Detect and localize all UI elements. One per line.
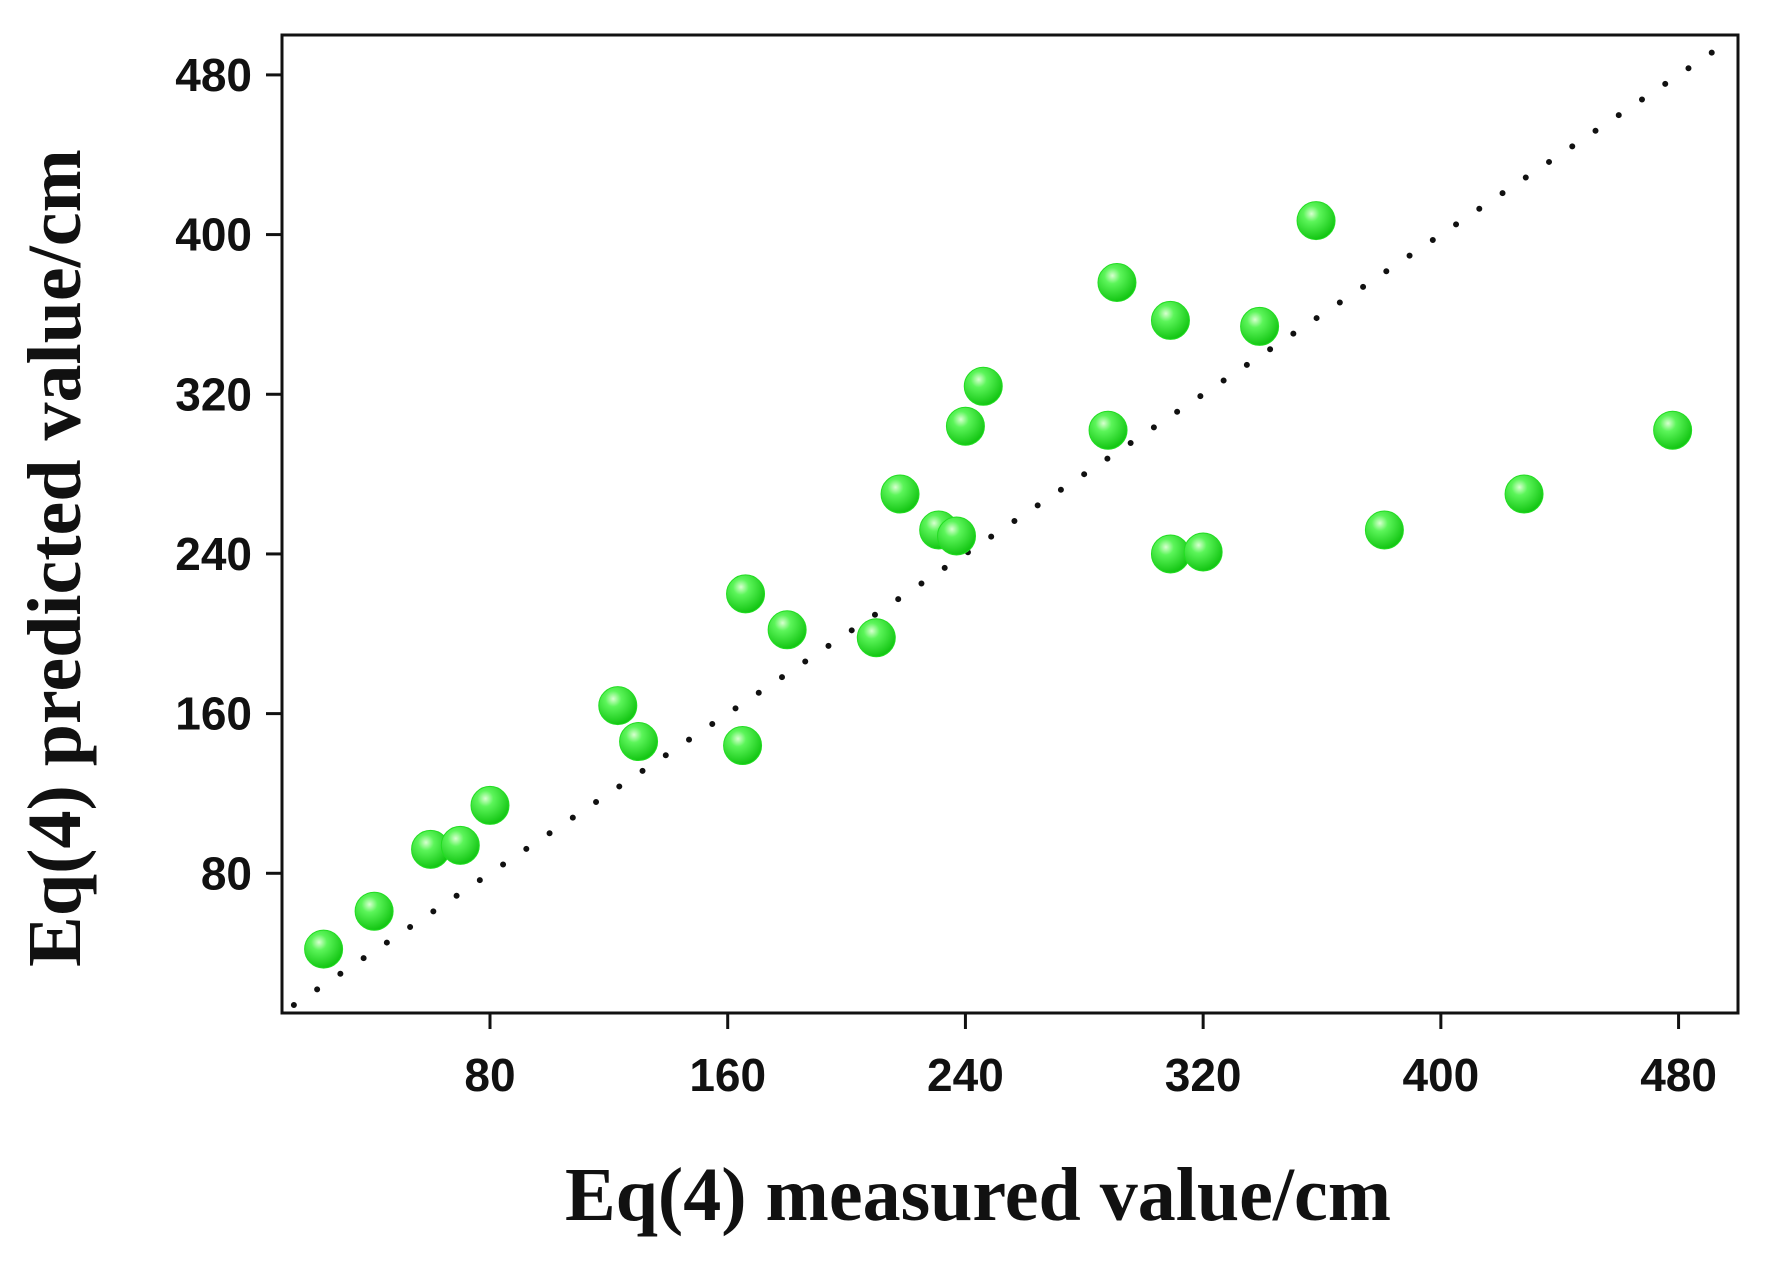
data-point — [1504, 474, 1544, 514]
data-point — [1150, 300, 1190, 340]
data-point — [619, 722, 659, 762]
data-point — [963, 366, 1003, 406]
data-point — [1240, 306, 1280, 346]
x-tick-label: 320 — [1165, 1049, 1242, 1101]
x-tick-label: 480 — [1640, 1049, 1717, 1101]
y-tick-label: 80 — [201, 847, 252, 899]
data-point — [304, 929, 344, 969]
data-point — [1364, 510, 1404, 550]
y-tick-label: 240 — [175, 528, 252, 580]
data-point — [1088, 410, 1128, 450]
data-point — [470, 785, 510, 825]
plot-frame — [280, 33, 1740, 1015]
data-point — [880, 474, 920, 514]
data-point — [726, 574, 766, 614]
x-tick-label: 240 — [927, 1049, 1004, 1101]
data-point — [937, 516, 977, 556]
data-point — [1183, 532, 1223, 572]
y-tick-label: 480 — [175, 49, 252, 101]
data-point — [598, 686, 638, 726]
reference-line — [290, 47, 1718, 1009]
data-point — [354, 891, 394, 931]
data-point — [723, 726, 763, 766]
x-tick-label: 400 — [1402, 1049, 1479, 1101]
data-point — [440, 825, 480, 865]
data-point — [1653, 410, 1693, 450]
data-point — [1296, 201, 1336, 241]
data-point — [1097, 262, 1137, 302]
y-tick-label: 160 — [175, 688, 252, 740]
data-point — [945, 406, 985, 446]
data-point — [767, 610, 807, 650]
x-tick-label: 160 — [689, 1049, 766, 1101]
x-axis-title: Eq(4) measured value/cm — [565, 1153, 1391, 1237]
y-tick-label: 400 — [175, 209, 252, 261]
x-tick-label: 80 — [464, 1049, 515, 1101]
y-axis-title: Eq(4) predicted value/cm — [13, 149, 97, 967]
data-point — [856, 618, 896, 658]
y-tick-label: 320 — [175, 368, 252, 420]
